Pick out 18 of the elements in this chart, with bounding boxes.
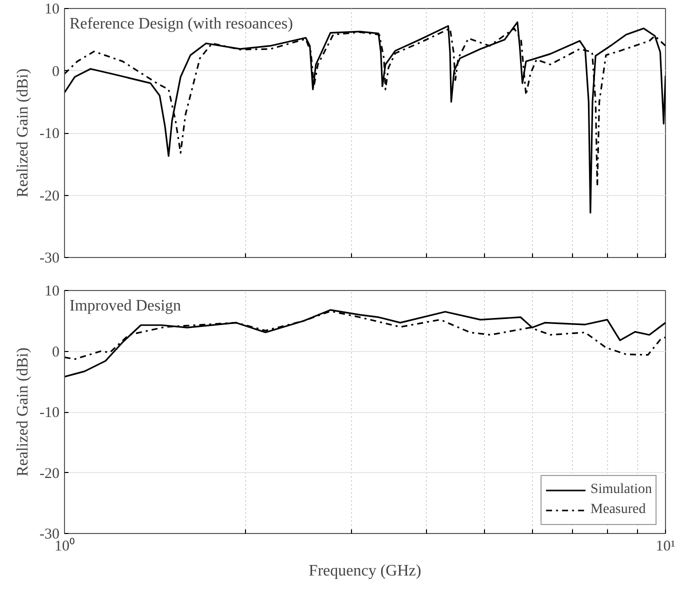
y-tick-label: 10 (44, 2, 60, 18)
x-tick-label: 10⁰ (54, 538, 74, 554)
y-axis-title: Realized Gain (dBi) (14, 68, 32, 198)
legend-label: Simulation (590, 482, 652, 498)
y-tick-label: 0 (52, 64, 60, 80)
annotation: Reference Design (with resoances) (70, 16, 293, 32)
y-tick-label: -10 (40, 405, 60, 421)
y-tick-label: 0 (52, 344, 60, 360)
y-tick-label: -20 (40, 188, 60, 204)
y-tick-label: -30 (40, 250, 60, 266)
y-tick-label: 10 (44, 284, 60, 300)
legend-label: Measured (590, 502, 646, 518)
x-axis-title: Frequency (GHz) (308, 562, 422, 580)
y-tick-label: -20 (40, 466, 60, 482)
y-tick-label: -10 (40, 126, 60, 142)
annotation: Improved Design (70, 298, 182, 314)
x-tick-label: 10¹ (656, 538, 676, 554)
y-axis-title: Realized Gain (dBi) (14, 348, 32, 476)
